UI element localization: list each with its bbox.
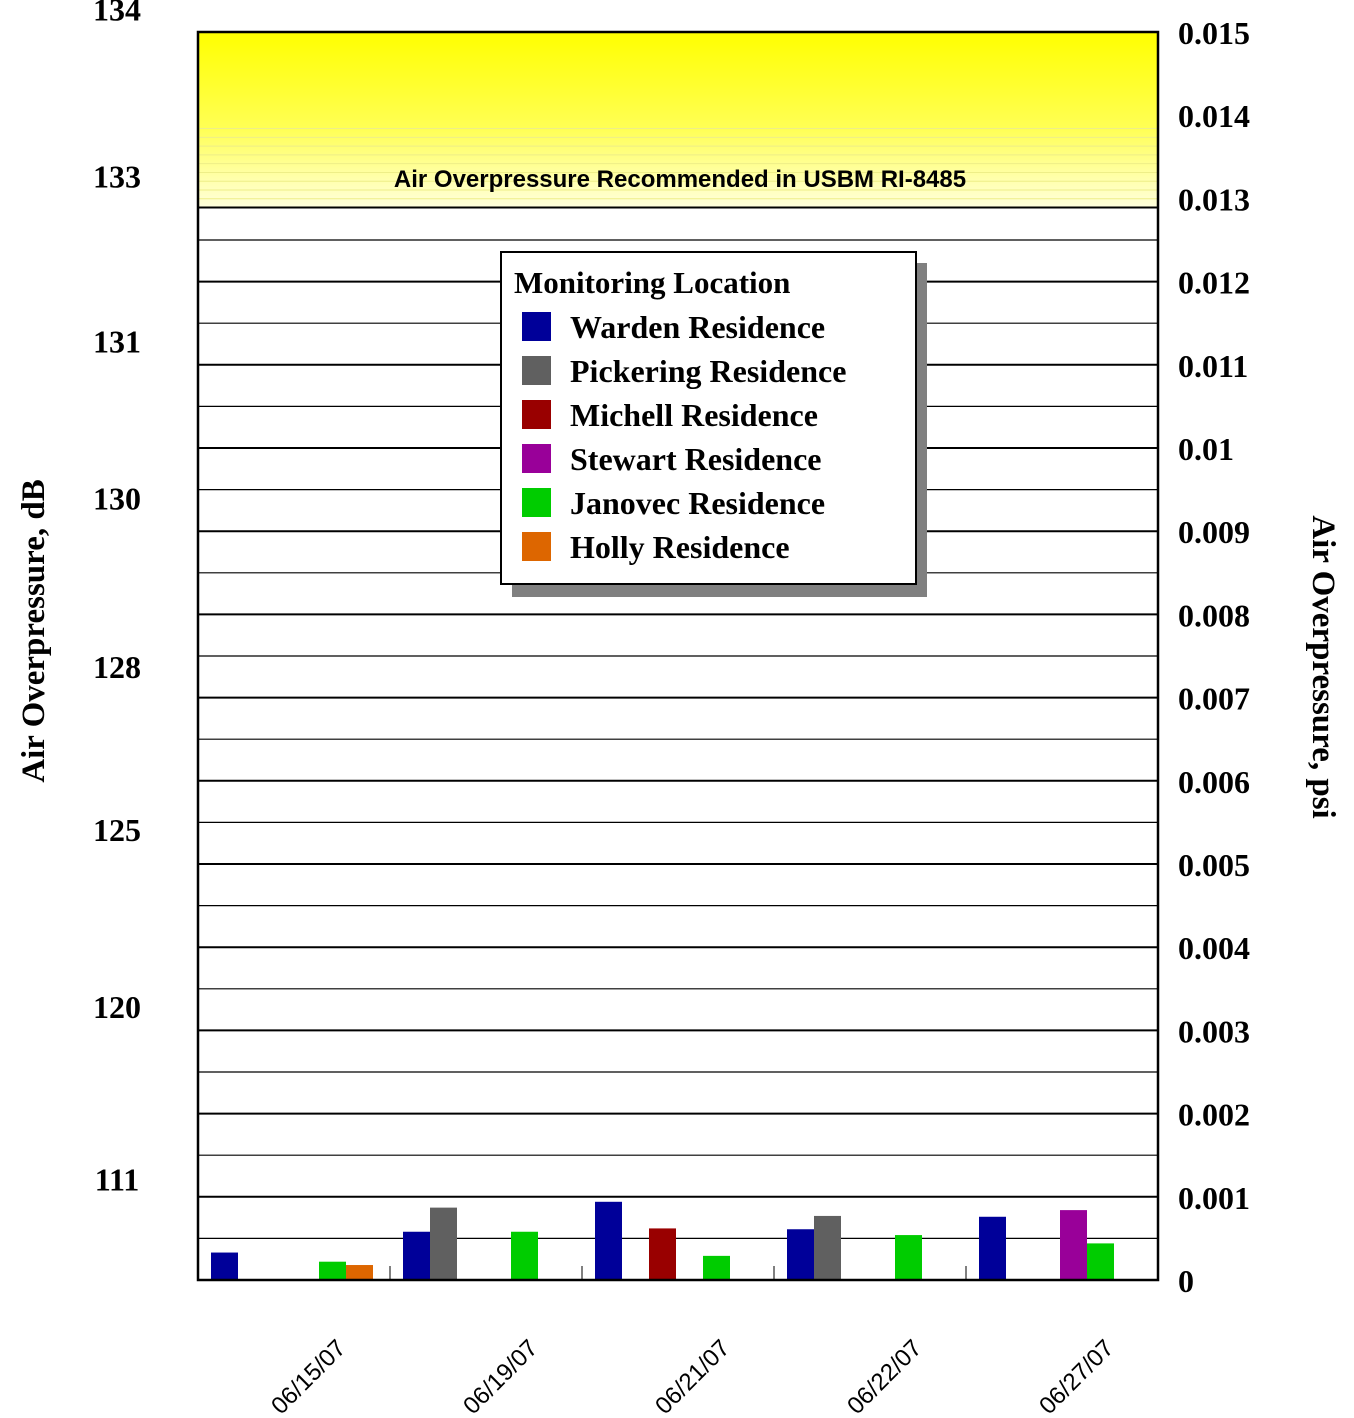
- plot-frame: [196, 30, 1160, 1282]
- threshold-fill: [198, 32, 1158, 208]
- legend-swatch-pickering-residence: [522, 356, 551, 385]
- y-right-tick-label: 0.015: [1178, 15, 1250, 51]
- x-tick-label: 06/21/07: [650, 1335, 735, 1418]
- y-right-tick-label: 0.014: [1178, 98, 1250, 134]
- y-left-tick-label: 133: [93, 159, 141, 195]
- threshold-zone: [198, 32, 1158, 208]
- y-right-tick-label: 0.005: [1178, 847, 1250, 883]
- bar-warden-residence-1: [403, 1231, 430, 1280]
- legend-label-janovec-residence: Janovec Residence: [570, 485, 825, 521]
- y-left-tick-label: 125: [93, 812, 141, 848]
- y-right-tick-label: 0.012: [1178, 265, 1250, 301]
- y-right-tick-label: 0.003: [1178, 1013, 1250, 1049]
- bar-pickering-residence-3: [814, 1215, 841, 1280]
- y-left-tick-label: 134: [93, 0, 141, 28]
- legend-swatch-janovec-residence: [522, 488, 551, 517]
- bar-stewart-residence-4: [1060, 1210, 1087, 1280]
- y-axis-right-label: Air Overpressure, psi: [1305, 515, 1341, 818]
- y-right-tick-label: 0: [1178, 1263, 1194, 1299]
- y-axis-left-label: Air Overpressure, dB: [16, 479, 52, 782]
- bar-warden-residence-0: [211, 1252, 238, 1280]
- legend-label-pickering-residence: Pickering Residence: [570, 353, 846, 389]
- x-tick-label: 06/19/07: [458, 1335, 543, 1418]
- bar-michell-residence-2: [649, 1228, 676, 1280]
- legend-swatch-stewart-residence: [522, 444, 551, 473]
- legend-label-stewart-residence: Stewart Residence: [570, 441, 821, 477]
- y-left-tick-label: 128: [93, 649, 141, 685]
- axes: 06/15/07 06/19/07 06/21/07 06/22/07 06/27/07…: [93, 0, 1250, 1418]
- bar-warden-residence-2: [595, 1201, 622, 1280]
- y-left-tick-label: 111: [95, 1161, 139, 1197]
- legend-label-michell-residence: Michell Residence: [570, 397, 818, 433]
- x-tick-label: 06/22/07: [842, 1335, 927, 1418]
- bar-warden-residence-4: [979, 1216, 1006, 1280]
- bars: [211, 1201, 1114, 1280]
- bar-pickering-residence-1: [430, 1207, 457, 1280]
- y-right-tick-label: 0.002: [1178, 1097, 1250, 1133]
- plot-border: [196, 30, 1160, 1282]
- y-right-tick-label: 0.009: [1178, 514, 1250, 550]
- legend-swatch-michell-residence: [522, 400, 551, 429]
- threshold-label: Air Overpressure Recommended in USBM RI-…: [394, 166, 966, 193]
- y-right-tick-label: 0.011: [1178, 348, 1248, 384]
- bar-holly-residence-0: [346, 1265, 373, 1280]
- legend-title: Monitoring Location: [514, 265, 790, 300]
- legend-label-holly-residence: Holly Residence: [570, 529, 790, 565]
- bar-janovec-residence-4: [1087, 1243, 1114, 1280]
- bar-janovec-residence-3: [895, 1235, 922, 1280]
- y-right-tick-label: 0.013: [1178, 181, 1250, 217]
- legend: Monitoring Location Warden Residence Pick…: [500, 251, 927, 597]
- bar-janovec-residence-0: [319, 1261, 346, 1280]
- y-left-tick-label: 120: [93, 989, 141, 1025]
- bar-warden-residence-3: [787, 1229, 814, 1280]
- y-right-tick-label: 0.01: [1178, 431, 1234, 467]
- legend-swatch-holly-residence: [522, 532, 551, 561]
- y-right-tick-label: 0.006: [1178, 764, 1250, 800]
- x-tick-label: 06/15/07: [266, 1335, 351, 1418]
- bar-janovec-residence-1: [511, 1231, 538, 1280]
- y-right-tick-label: 0.001: [1178, 1180, 1250, 1216]
- y-right-tick-label: 0.008: [1178, 597, 1250, 633]
- y-right-tick-label: 0.007: [1178, 681, 1250, 717]
- y-left-tick-label: 131: [93, 323, 141, 359]
- y-left-tick-label: 130: [93, 481, 141, 517]
- x-tick-label: 06/27/07: [1034, 1335, 1119, 1418]
- legend-box: [500, 251, 917, 585]
- y-right-tick-label: 0.004: [1178, 930, 1250, 966]
- legend-label-warden-residence: Warden Residence: [570, 309, 825, 345]
- bar-janovec-residence-2: [703, 1255, 730, 1280]
- legend-swatch-warden-residence: [522, 312, 551, 341]
